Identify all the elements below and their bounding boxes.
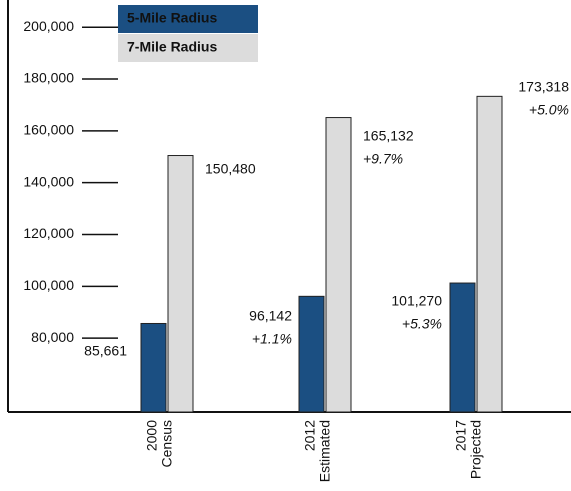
bar: [140, 322, 167, 413]
y-tick-label: 100,000: [23, 277, 74, 293]
x-tick-label: 2000: [144, 420, 160, 451]
change-label: +5.0%: [529, 102, 569, 118]
bar: [449, 282, 476, 413]
x-tick-label: 2012: [302, 420, 318, 451]
x-tick-label: Projected: [468, 420, 484, 479]
y-tick-label: 200,000: [23, 18, 74, 34]
x-tick-label: 2017: [453, 420, 469, 451]
legend-swatch: [118, 5, 258, 33]
y-tick-label: 80,000: [31, 329, 74, 345]
data-label: 96,142: [249, 308, 292, 324]
change-label: +9.7%: [363, 151, 403, 167]
legend-label: 7-Mile Radius: [127, 39, 217, 55]
y-tick-label: 140,000: [23, 173, 74, 189]
bar: [476, 95, 503, 413]
change-label: +1.1%: [252, 331, 292, 347]
data-label: 173,318: [518, 79, 569, 95]
x-tick-label: Census: [159, 420, 175, 467]
bar: [298, 295, 325, 413]
bar: [325, 117, 352, 413]
bar: [167, 155, 194, 413]
legend-label: 5-Mile Radius: [127, 10, 217, 26]
y-tick-label: 180,000: [23, 70, 74, 86]
data-label: 101,270: [391, 293, 442, 309]
data-label: 165,132: [363, 128, 414, 144]
data-label: 85,661: [84, 343, 127, 359]
data-label: 150,480: [205, 161, 256, 177]
y-tick-label: 160,000: [23, 122, 74, 138]
legend-swatch: [118, 34, 258, 62]
y-tick-label: 120,000: [23, 225, 74, 241]
x-tick-label: Estimated: [317, 420, 333, 482]
change-label: +5.3%: [402, 316, 442, 332]
